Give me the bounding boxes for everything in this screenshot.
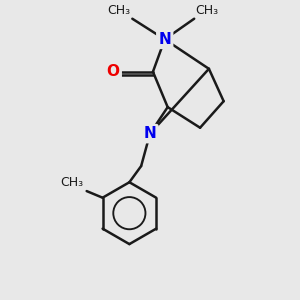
Text: O: O bbox=[107, 64, 120, 79]
Text: CH₃: CH₃ bbox=[108, 4, 131, 17]
Text: CH₃: CH₃ bbox=[61, 176, 84, 189]
Text: N: N bbox=[158, 32, 171, 47]
Text: N: N bbox=[144, 126, 156, 141]
Text: CH₃: CH₃ bbox=[196, 4, 219, 17]
